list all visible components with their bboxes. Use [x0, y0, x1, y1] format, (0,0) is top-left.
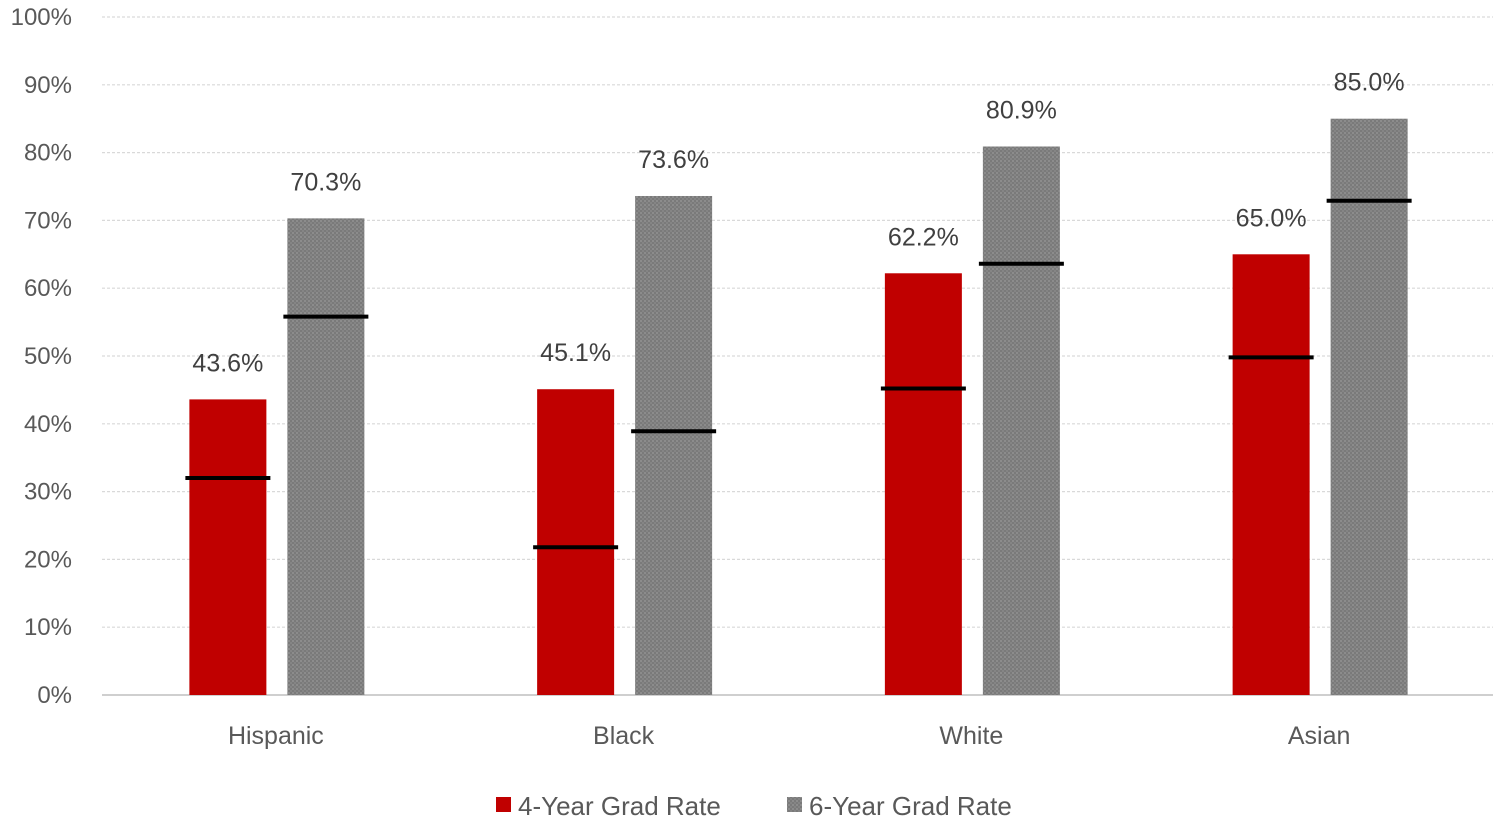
y-tick-label: 70%: [24, 207, 72, 234]
category-label: Hispanic: [228, 722, 324, 750]
bar-black-series-1: [537, 389, 615, 695]
bars: [189, 118, 1408, 696]
y-tick-label: 50%: [24, 343, 72, 370]
data-labels: 43.6% 70.3% 45.1% 73.6% 62.2% 80.9% 65.0% 85.0%: [192, 69, 1404, 378]
legend-swatch: [496, 797, 511, 812]
data-label: 65.0%: [1236, 204, 1307, 232]
x-axis-category-labels: Hispanic Black White Asian: [228, 722, 1350, 750]
y-tick-label: 10%: [24, 614, 72, 641]
y-tick-label: 80%: [24, 140, 72, 167]
bar-white-series-1: [884, 273, 962, 695]
data-label: 43.6%: [192, 349, 263, 377]
y-tick-label: 90%: [24, 72, 72, 99]
legend: 4-Year Grad Rate 6-Year Grad Rate: [496, 791, 1012, 821]
y-tick-label: 0%: [37, 682, 72, 709]
category-label: Black: [593, 722, 655, 750]
y-tick-label: 60%: [24, 275, 72, 302]
bar-asian-series-2: [1330, 118, 1408, 695]
benchmark-markers: [185, 198, 1412, 550]
y-tick-label: 40%: [24, 411, 72, 438]
data-label: 70.3%: [290, 168, 361, 196]
bar-black-series-2: [635, 195, 713, 695]
legend-label: 4-Year Grad Rate: [518, 791, 721, 821]
y-tick-label: 100%: [11, 4, 72, 31]
legend-swatch: [787, 797, 802, 812]
legend-label: 6-Year Grad Rate: [809, 791, 1012, 821]
y-tick-label: 20%: [24, 546, 72, 573]
data-label: 80.9%: [986, 96, 1057, 124]
data-label: 45.1%: [540, 339, 611, 367]
data-label: 62.2%: [888, 223, 959, 251]
data-label: 85.0%: [1334, 69, 1405, 97]
y-tick-label: 30%: [24, 479, 72, 506]
bar-hispanic-series-2: [287, 218, 365, 695]
category-label: White: [939, 722, 1003, 750]
category-label: Asian: [1288, 722, 1351, 750]
bar-asian-series-1: [1232, 254, 1310, 696]
bar-white-series-2: [982, 146, 1060, 696]
y-axis-tick-labels: 0% 10% 20% 30% 40% 50% 60% 70% 80% 90% 100%: [11, 4, 72, 709]
bar-hispanic-series-1: [189, 399, 267, 695]
data-label: 73.6%: [638, 146, 709, 174]
